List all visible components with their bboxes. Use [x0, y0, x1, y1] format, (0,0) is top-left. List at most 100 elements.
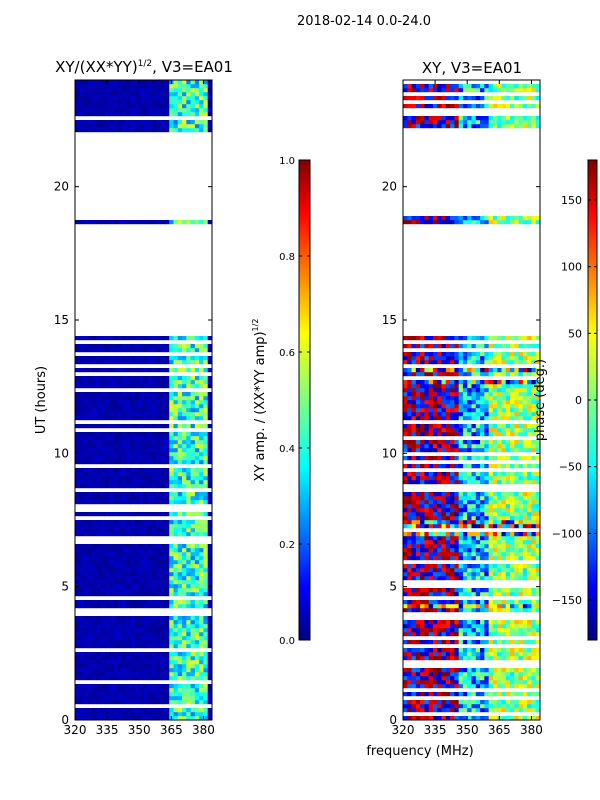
heatmap-cell [445, 372, 451, 377]
heatmap-cell [83, 476, 89, 481]
heatmap-cell [454, 716, 460, 721]
heatmap-cell [535, 652, 541, 657]
heatmap-cell [190, 568, 196, 573]
heatmap-cell [407, 652, 412, 657]
heatmap-cell [122, 592, 127, 597]
heatmap-cell [156, 80, 162, 85]
heatmap-cell [182, 652, 187, 657]
heatmap-cell [130, 124, 136, 129]
heatmap-cell [117, 576, 123, 581]
heatmap-cell [143, 708, 149, 713]
heatmap-cell [514, 396, 519, 401]
heatmap-cell [87, 476, 93, 481]
heatmap-cell [488, 444, 494, 449]
heatmap-cell [518, 508, 524, 513]
heatmap-cell [428, 672, 434, 677]
heatmap-cell [164, 124, 170, 129]
heatmap-cell [173, 552, 179, 557]
heatmap-cell [203, 484, 209, 489]
heatmap-cell [92, 564, 97, 569]
heatmap-cell [83, 336, 89, 341]
heatmap-cell [194, 628, 200, 633]
heatmap-cell [92, 400, 97, 405]
heatmap-cell [104, 700, 110, 705]
heatmap-cell [75, 468, 80, 473]
heatmap-cell [79, 560, 84, 565]
heatmap-cell [147, 568, 153, 573]
heatmap-cell [488, 536, 494, 541]
heatmap-cell [113, 588, 119, 593]
heatmap-cell [186, 548, 191, 553]
heatmap-cell [420, 456, 425, 461]
heatmap-cell [164, 444, 170, 449]
heatmap-cell [505, 604, 511, 609]
heatmap-cell [518, 536, 524, 541]
heatmap-cell [173, 700, 179, 705]
heatmap-cell [199, 640, 204, 645]
heatmap-cell [87, 636, 93, 641]
heatmap-cell [109, 664, 114, 669]
heatmap-cell [432, 556, 438, 561]
heatmap-cell [156, 592, 162, 597]
heatmap-cell [83, 528, 89, 533]
heatmap-cell [113, 476, 119, 481]
heatmap-cell [424, 604, 430, 609]
heatmap-cell [92, 476, 97, 481]
heatmap-cell [113, 672, 119, 677]
heatmap-cell [186, 376, 191, 381]
heatmap-cell [152, 104, 157, 109]
heatmap-cell [445, 708, 451, 713]
heatmap-cell [113, 640, 119, 645]
heatmap-cell [92, 416, 97, 421]
heatmap-cell [497, 492, 502, 497]
heatmap-cell [113, 424, 119, 429]
heatmap-cell [177, 424, 183, 429]
heatmap-cell [160, 524, 166, 529]
heatmap-cell [462, 480, 468, 485]
heatmap-cell [531, 572, 537, 577]
heatmap-cell [156, 452, 162, 457]
heatmap-cell [454, 656, 460, 661]
heatmap-cell [100, 440, 106, 445]
heatmap-cell [522, 588, 528, 593]
heatmap-cell [96, 532, 102, 537]
heatmap-cell [83, 708, 89, 713]
heatmap-cell [415, 500, 421, 505]
heatmap-cell [484, 372, 490, 377]
heatmap-cell [164, 440, 170, 445]
heatmap-cell [104, 676, 110, 681]
heatmap-cell [190, 716, 196, 721]
heatmap-cell [492, 680, 498, 685]
heatmap-cell [104, 448, 110, 453]
heatmap-cell [109, 576, 114, 581]
heatmap-cell [194, 460, 200, 465]
heatmap-cell [79, 360, 84, 365]
heatmap-cell [450, 540, 455, 545]
heatmap-cell [415, 520, 421, 525]
heatmap-cell [484, 508, 490, 513]
heatmap-cell [182, 544, 187, 549]
heatmap-cell [514, 508, 519, 513]
heatmap-cell [143, 492, 149, 497]
heatmap-cell [501, 444, 507, 449]
heatmap-cell [420, 520, 425, 525]
heatmap-cell [109, 344, 114, 349]
heatmap-cell [207, 492, 213, 497]
heatmap-cell [83, 592, 89, 597]
heatmap-cell [428, 456, 434, 461]
heatmap-cell [122, 696, 127, 701]
heatmap-cell [510, 492, 515, 497]
heatmap-cell [164, 500, 170, 505]
heatmap-cell [182, 656, 187, 661]
y-tick-label: 10 [54, 446, 69, 460]
heatmap-cell [407, 672, 412, 677]
heatmap-cell [173, 80, 179, 85]
heatmap-cell [139, 696, 144, 701]
heatmap-cell [527, 476, 532, 481]
heatmap-cell [194, 220, 200, 225]
heatmap-cell [75, 396, 80, 401]
heatmap-cell [160, 640, 166, 645]
heatmap-cell [83, 576, 89, 581]
heatmap-cell [169, 548, 174, 553]
heatmap-cell [139, 544, 144, 549]
